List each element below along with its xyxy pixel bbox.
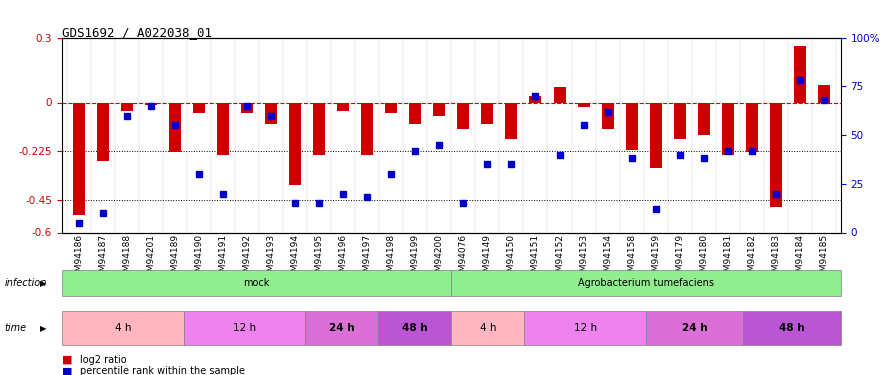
Bar [241,102,253,113]
Bar [770,102,781,207]
Bar [553,87,566,102]
Bar [217,102,229,154]
Text: 24 h: 24 h [682,323,707,333]
Text: 4 h: 4 h [480,323,496,333]
Bar [73,102,85,215]
Bar [169,102,181,152]
Bar [794,46,806,102]
Bar [578,102,589,107]
Bar [602,102,613,129]
Text: mock: mock [243,278,270,288]
Text: Agrobacterium tumefaciens: Agrobacterium tumefaciens [578,278,714,288]
Text: percentile rank within the sample: percentile rank within the sample [80,366,244,375]
Text: ▶: ▶ [40,279,46,288]
Bar [385,102,397,113]
Bar [193,102,205,113]
Bar [673,102,686,140]
Bar [458,102,469,129]
Bar [96,102,109,161]
Bar [818,85,830,102]
Bar [626,102,637,150]
Text: 12 h: 12 h [233,323,256,333]
Bar [266,102,277,124]
Bar [145,102,157,105]
Text: 48 h: 48 h [780,323,804,333]
Bar [746,102,758,152]
Text: 48 h: 48 h [402,323,427,333]
Bar [529,96,542,102]
Text: infection: infection [4,278,47,288]
Text: GDS1692 / A022038_01: GDS1692 / A022038_01 [62,26,212,39]
Bar [650,102,662,168]
Text: 24 h: 24 h [329,323,355,333]
Text: time: time [4,323,27,333]
Text: 12 h: 12 h [573,323,596,333]
Bar [505,102,518,140]
Bar [313,102,325,154]
Text: ■: ■ [62,355,73,365]
Text: log2 ratio: log2 ratio [80,355,127,365]
Bar [434,102,445,116]
Bar [722,102,734,154]
Bar [337,102,350,111]
Bar [409,102,421,124]
Bar [481,102,494,124]
Bar [697,102,710,135]
Bar [121,102,133,111]
Bar [361,102,373,154]
Bar [289,102,301,185]
Text: ■: ■ [62,366,73,375]
Text: 4 h: 4 h [114,323,131,333]
Text: ▶: ▶ [40,324,46,333]
